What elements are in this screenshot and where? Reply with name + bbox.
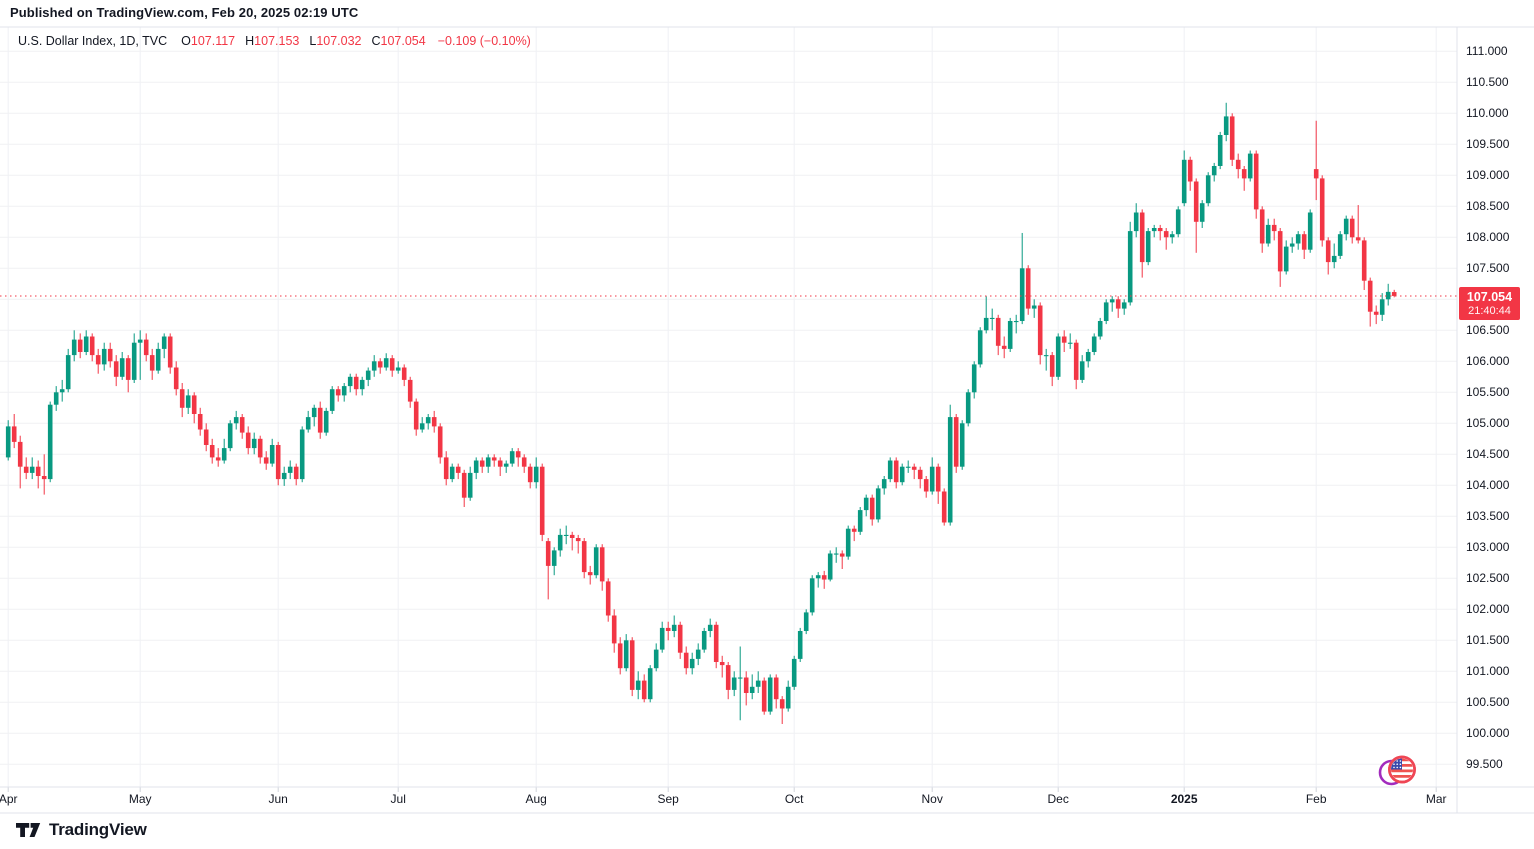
ohlc-high-prefix: H [245,34,255,48]
price-axis-label: 106.000 [1466,354,1510,369]
price-axis-label: 110.500 [1466,75,1509,90]
published-byline: Published on TradingView.com, Feb 20, 20… [10,5,359,20]
price-axis-label: 103.000 [1466,540,1510,555]
ohlc-close-value: 107.054 [380,34,426,48]
instrument-logo-icon [1378,755,1416,786]
price-axis-label: 105.000 [1466,416,1510,431]
change-value: −0.109 (−0.10%) [437,34,531,48]
price-axis[interactable]: 111.000 110.500 110.000 109.500 109.000 108.5… [1458,27,1534,813]
time-axis-label: Feb [1305,792,1327,806]
price-axis-label: 110.000 [1466,106,1509,121]
time-axis-label: 2025 [1170,792,1198,806]
price-axis-label: 103.500 [1466,509,1510,524]
price-axis-label: 100.500 [1466,695,1510,710]
price-axis-label: 111.000 [1466,44,1508,59]
price-axis-label: 108.500 [1466,199,1510,214]
ohlc-close-prefix: C [371,34,381,48]
price-axis-label: 101.000 [1466,664,1510,679]
price-axis-label: 100.000 [1466,726,1510,741]
time-axis-label: Dec [1047,792,1069,806]
price-axis-label: 106.500 [1466,323,1510,338]
time-axis-label: Oct [784,792,804,806]
price-axis-label: 102.000 [1466,602,1510,617]
price-axis-label: 107.500 [1466,261,1510,276]
ohlc-high-value: 107.153 [254,34,300,48]
time-axis-label: Aug [525,792,547,806]
symbol-title: U.S. Dollar Index, 1D, TVC [18,34,168,48]
price-axis-label: 109.500 [1466,137,1510,152]
ohlc-low-prefix: L [309,34,317,48]
pane-borders [0,26,1534,814]
tradingview-logo[interactable]: TradingView [16,820,147,840]
time-axis-label: Nov [921,792,943,806]
current-price-badge: 107.054 21:40:44 [1459,286,1520,320]
ohlc-low-value: 107.032 [316,34,362,48]
candlestick-series [5,102,1397,724]
time-axis-label: May [128,792,152,806]
time-axis-label: Jun [268,792,288,806]
tradingview-logo-icon [16,822,41,837]
tradingview-logo-text: TradingView [49,820,147,839]
time-axis-label: Mar [1425,792,1447,806]
ohlc-open-prefix: O [181,34,191,48]
chart-legend: U.S. Dollar Index, 1D, TVC O107.117 H107.1… [18,34,531,48]
price-axis-label: 108.000 [1466,230,1510,245]
price-axis-label: 99.500 [1466,757,1503,772]
price-axis-label: 101.500 [1466,633,1510,648]
time-axis-label: Jul [390,792,406,806]
time-axis-label: Apr [0,792,18,806]
price-axis-label: 104.500 [1466,447,1510,462]
ohlc-open-value: 107.117 [190,34,236,48]
time-axis-label: Sep [657,792,679,806]
time-axis[interactable]: Apr May Jun Jul Aug Sep Oct Nov Dec 2025 Feb Mar [0,787,1457,813]
price-axis-label: 109.000 [1466,168,1510,183]
countdown-timer: 21:40:44 [1468,305,1511,318]
current-price-value: 107.054 [1466,289,1513,304]
price-axis-label: 104.000 [1466,478,1510,493]
price-axis-label: 102.500 [1466,571,1510,586]
price-axis-label: 105.500 [1466,385,1510,400]
